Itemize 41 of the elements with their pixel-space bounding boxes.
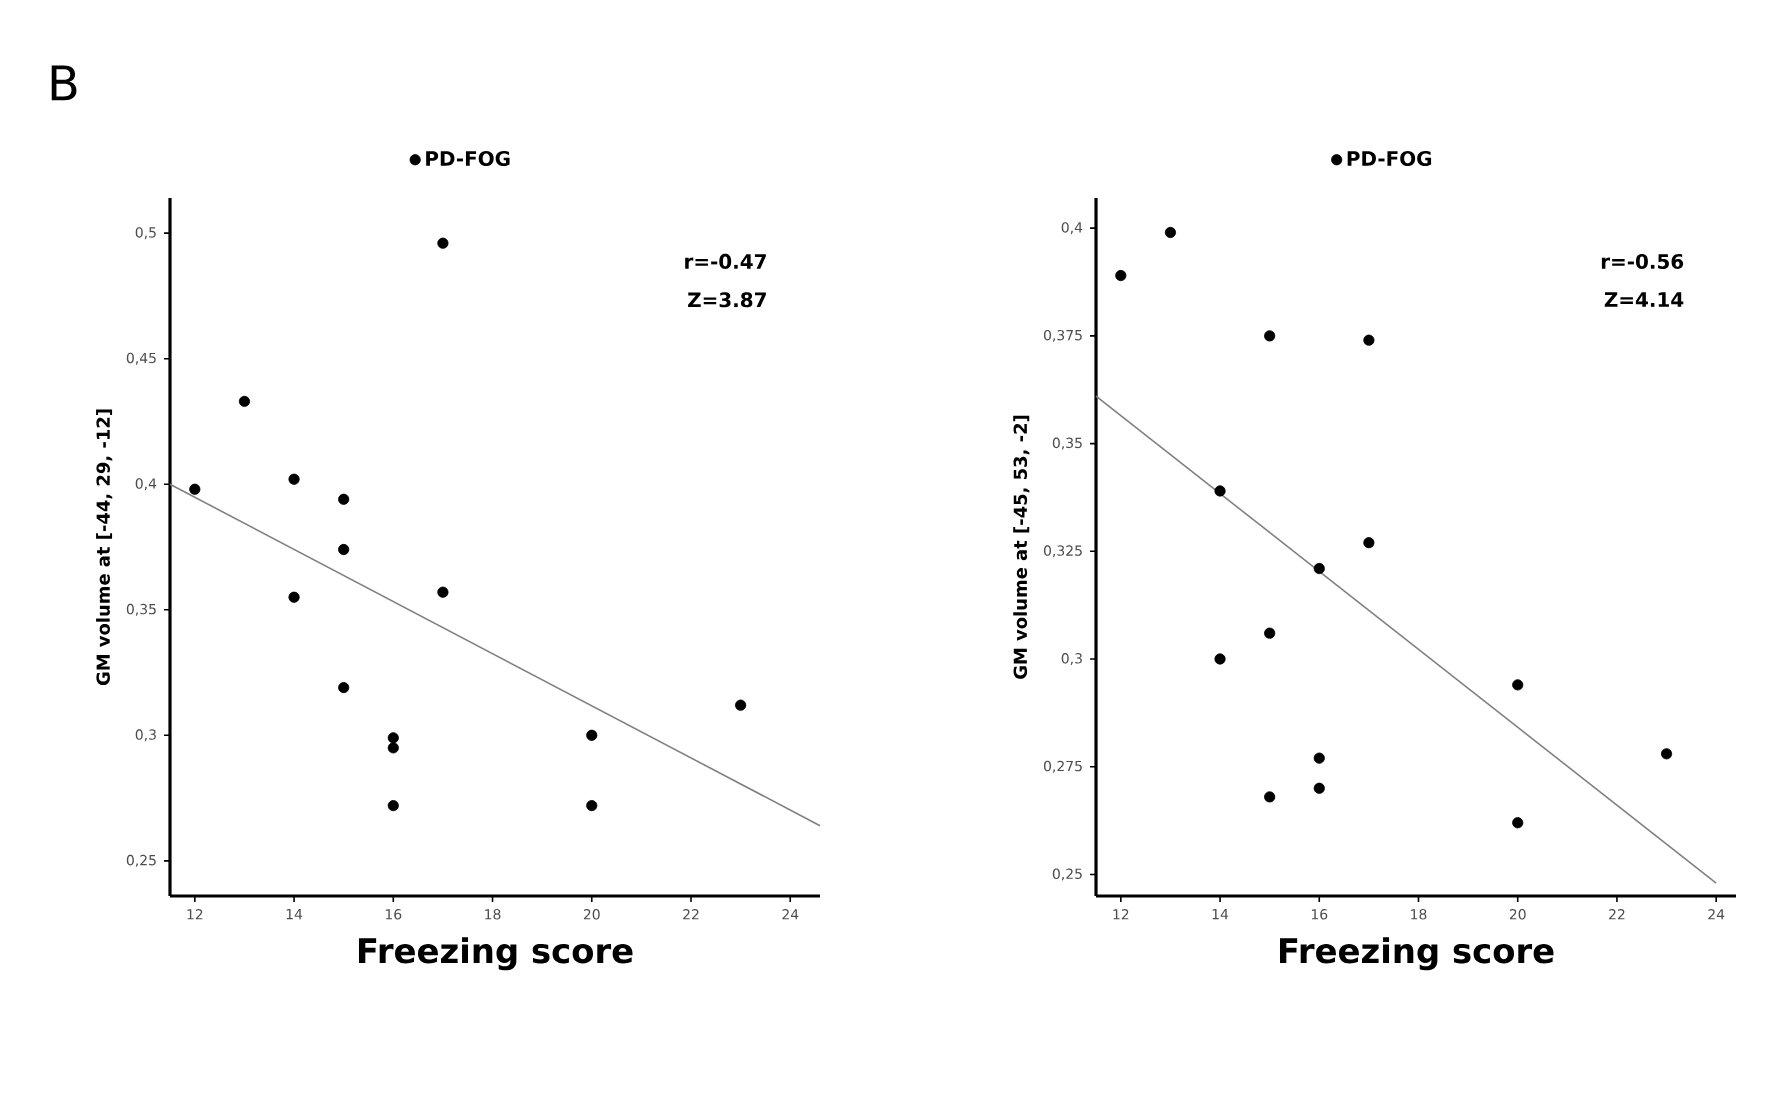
point — [189, 483, 201, 495]
point — [735, 699, 747, 711]
point — [387, 742, 399, 754]
x-axis-title: Freezing score — [1279, 937, 1554, 971]
point — [1115, 269, 1127, 282]
point — [437, 237, 449, 249]
point — [288, 591, 300, 603]
point — [1313, 782, 1325, 794]
point — [1512, 679, 1524, 691]
y-axis-title: GM volume at [-44, 29, -12] — [96, 409, 113, 686]
point — [1313, 562, 1325, 575]
point — [338, 543, 350, 556]
legend-label: PD-FOG — [426, 150, 510, 166]
point — [288, 473, 300, 485]
point — [238, 395, 251, 407]
point — [1363, 537, 1375, 549]
x-axis-title: Freezing score — [358, 937, 633, 971]
chart-title: B — [51, 65, 77, 101]
annotation: r=-0.47 — [685, 253, 766, 269]
point — [586, 800, 598, 812]
point — [1313, 752, 1325, 764]
point — [1164, 226, 1177, 239]
point — [586, 729, 598, 741]
point — [1363, 334, 1375, 346]
point — [1264, 330, 1276, 342]
y-axis-title: GM volume at [-45, 53, -2] — [1013, 415, 1030, 679]
legend-label: PD-FOG — [1347, 150, 1432, 166]
point — [1264, 627, 1276, 639]
point — [338, 682, 350, 694]
point — [1214, 653, 1226, 665]
point — [1214, 485, 1226, 497]
point — [338, 493, 350, 505]
annotation: r=-0.56 — [1601, 253, 1684, 269]
point — [387, 800, 399, 812]
point — [387, 732, 399, 744]
point — [1660, 748, 1673, 760]
point — [1512, 817, 1524, 829]
annotation: Z=3.87 — [688, 292, 766, 308]
point — [1264, 791, 1276, 803]
point — [437, 586, 449, 598]
annotation: Z=4.14 — [1604, 292, 1684, 307]
